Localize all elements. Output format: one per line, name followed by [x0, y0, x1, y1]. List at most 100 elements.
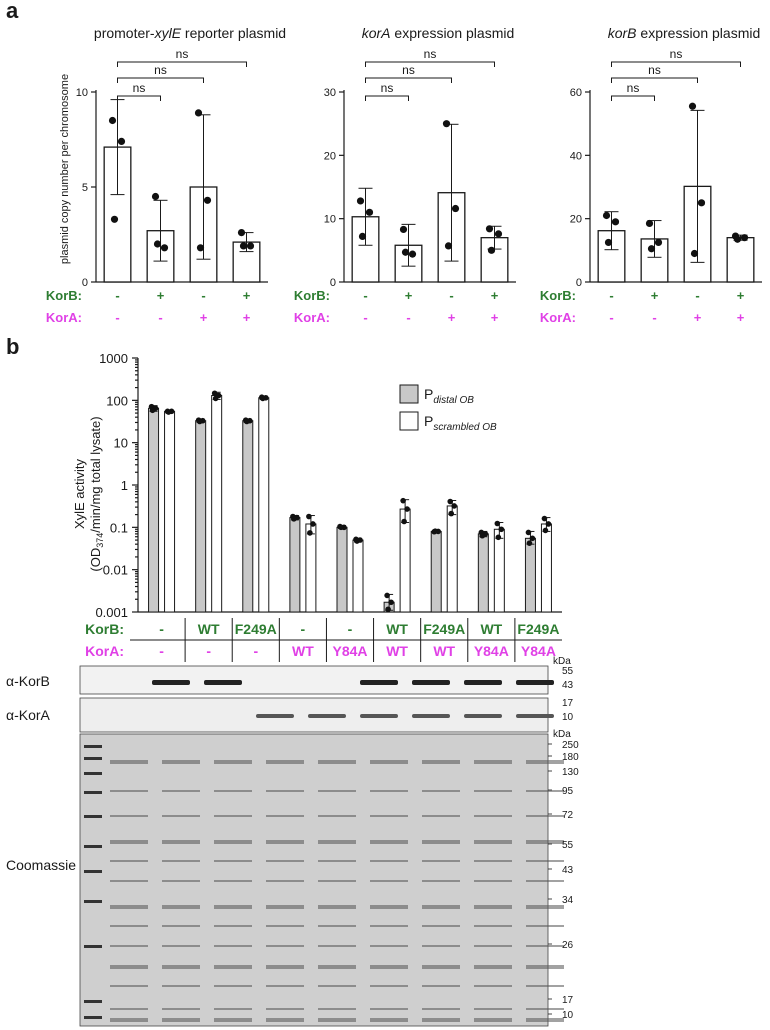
korb-value: F249A — [235, 621, 277, 637]
y-tick-label: 0 — [330, 277, 336, 289]
coomassie-band — [474, 790, 512, 792]
data-point — [690, 249, 699, 258]
od-rest: /min/mg total lysate) — [88, 416, 103, 532]
coomassie-band — [526, 790, 564, 792]
bar — [399, 508, 411, 613]
coomassie-band — [422, 815, 460, 817]
coomassie-band — [422, 1018, 460, 1022]
ladder-band — [84, 791, 102, 794]
bar — [540, 523, 552, 613]
coomassie-band — [370, 945, 408, 947]
kora-value: - — [206, 643, 211, 659]
coomassie-band — [318, 760, 356, 764]
coomassie-band — [422, 880, 460, 882]
bar — [164, 410, 176, 613]
coomassie-band — [526, 905, 564, 909]
marker: 250 — [562, 740, 579, 751]
data-point — [447, 498, 454, 505]
sig-label: ns — [424, 47, 437, 61]
coomassie-band — [266, 925, 304, 927]
chart-a1: promoter-xylE reporter plasmid 0 5 10 - - + - - +… — [46, 25, 286, 325]
coomassie-band — [214, 860, 252, 862]
sig-bracket — [117, 77, 204, 83]
kora-sign: - — [115, 310, 119, 325]
sig-label: ns — [133, 81, 146, 95]
kora-sign: + — [737, 310, 745, 325]
coomassie-band — [422, 985, 460, 987]
data-point — [542, 527, 549, 534]
kora-value: Y84A — [521, 643, 556, 659]
ladder-band — [84, 757, 102, 760]
sig-bracket — [611, 61, 741, 67]
coomassie-band — [422, 840, 460, 844]
chart-a3-title: korB expression plasmid — [608, 25, 761, 41]
chart-b: 0.001 0.01 0.1 1 10 100 1000 — [95, 351, 562, 620]
data-point — [529, 535, 536, 542]
data-point — [110, 215, 119, 223]
marker: 180 — [562, 752, 579, 763]
title-part: promoter- — [94, 25, 155, 41]
sig-bracket — [611, 95, 655, 101]
y-tick-label: 60 — [570, 87, 582, 99]
kora-sign: + — [448, 310, 456, 325]
coomassie-band — [526, 1018, 564, 1022]
data-point — [203, 196, 212, 204]
coomassie-band — [474, 860, 512, 862]
ladder-band — [84, 1000, 102, 1003]
data-point — [259, 395, 266, 402]
ladder-band — [84, 945, 102, 948]
kora-band — [360, 714, 398, 718]
data-point — [645, 219, 654, 228]
data-point — [541, 515, 548, 522]
sig-bracket — [365, 61, 495, 67]
marker: 10 — [562, 1010, 574, 1021]
data-point — [243, 418, 250, 425]
legend-p1-sub: distal OB — [433, 395, 474, 406]
data-point — [291, 516, 297, 522]
data-point — [338, 524, 344, 531]
coomassie-band — [266, 1008, 304, 1010]
coomassie-band — [214, 945, 252, 947]
korb-row-label: KorB: — [85, 621, 124, 637]
y-tick-label: 40 — [570, 150, 582, 162]
panel-b-ylabel-2: (OD374/min/mg total lysate) — [88, 416, 105, 571]
kora-sign: - — [609, 310, 613, 325]
coomassie-band — [110, 945, 148, 947]
coomassie-band — [214, 985, 252, 987]
y-tick-label: 10 — [324, 214, 336, 226]
coomassie-band — [422, 790, 460, 792]
data-point — [432, 528, 439, 534]
coomassie-band — [422, 860, 460, 862]
sig-bracket — [117, 95, 161, 101]
data-point — [237, 229, 246, 237]
marker: 95 — [562, 786, 574, 797]
coomassie-band — [266, 860, 304, 862]
korb-sign: + — [157, 288, 165, 303]
data-point — [196, 244, 205, 252]
condition-table: KorB: KorA: - - WT - F249A - - WT - Y84A WT WT F249A WT… — [85, 618, 562, 662]
data-point — [404, 506, 410, 512]
coomassie-band — [370, 860, 408, 862]
ladder-band — [84, 772, 102, 775]
coomassie-band — [318, 880, 356, 882]
coomassie-band — [474, 840, 512, 844]
kda-label: kDa — [553, 656, 571, 667]
y-tick-label: 1000 — [99, 351, 128, 366]
data-point — [485, 225, 494, 233]
title-part: expression plasmid — [391, 25, 515, 41]
coomassie-band — [370, 905, 408, 909]
marker: 26 — [562, 940, 574, 951]
data-point — [400, 497, 406, 504]
blots: α-KorBα-KorACoomassiekDa55431710kDa25018… — [6, 656, 579, 1027]
coomassie-band — [318, 945, 356, 947]
kora-row-label: KorA: — [85, 643, 124, 659]
kora-sign: - — [406, 310, 410, 325]
korb-value: F249A — [517, 621, 559, 637]
marker: 55 — [562, 666, 574, 677]
data-point — [451, 503, 458, 509]
coomassie-band — [370, 880, 408, 882]
data-point — [647, 245, 656, 253]
coomassie-band — [370, 1018, 408, 1022]
data-point — [246, 242, 255, 250]
coomassie-band — [162, 985, 200, 987]
